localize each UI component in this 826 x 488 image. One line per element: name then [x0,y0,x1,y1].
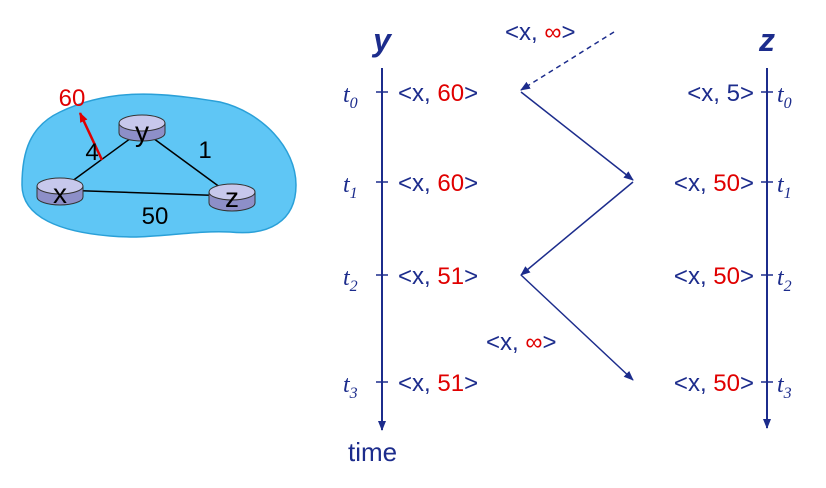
link-y-z [141,129,233,197]
node-label-y: y [135,116,149,147]
incoming-infinity-message: <x, ∞> [505,19,575,46]
router-y [118,114,166,142]
incoming-message-arrow [520,31,615,91]
router-x [36,177,84,206]
time-label-z-t3: t3 [777,372,792,402]
message-arrow-y-to-z-1 [520,91,634,181]
time-label-y-t2: t2 [343,265,358,295]
time-label-z-t0: t0 [777,82,792,112]
time-label-z-t1: t1 [777,172,792,202]
y-entry-t1: <x, 60> [398,170,478,197]
network-topology: y x z 4 1 50 60 [21,85,297,238]
changed-cost-label: 60 [59,85,86,112]
message-arrow-z-to-y [520,181,634,276]
y-entry-t3: <x, 51> [398,370,478,397]
cost-change-arrow [78,112,104,161]
cost-label-x-y: 4 [85,139,98,166]
poison-infinity-message: <x, ∞> [486,329,556,356]
link-x-z [59,189,233,197]
router-z-header: z [758,22,775,58]
time-label-y-t0: t0 [343,82,358,112]
cost-label-x-z: 50 [142,203,169,230]
router-z [208,183,256,212]
node-label-x: x [53,178,67,209]
time-label-z-t2: t2 [777,265,792,295]
message-arrow-y-to-z-2 [520,274,634,381]
z-entry-t1: <x, 50> [674,170,754,197]
z-entry-t3: <x, 50> [674,370,754,397]
router-y-header: y [371,22,393,58]
time-label-y-t1: t1 [343,172,358,202]
z-entry-t2: <x, 50> [674,263,754,290]
node-label-z: z [225,182,239,213]
z-entry-t0: <x, 5> [687,80,754,107]
time-ticks [376,91,773,383]
time-label-y-t3: t3 [343,372,358,402]
y-entry-t0: <x, 60> [398,80,478,107]
time-axis-label: time [348,437,397,467]
cost-label-y-z: 1 [198,137,211,164]
y-entry-t2: <x, 51> [398,263,478,290]
timeline: y z t0 t1 t2 t3 t0 t1 t2 t3 <x, 60> <x, … [343,19,792,467]
